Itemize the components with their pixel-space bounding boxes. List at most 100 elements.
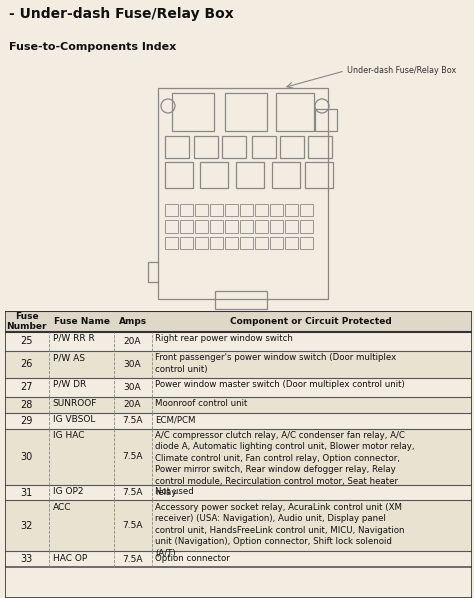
- Bar: [5, 551, 472, 568]
- Bar: [272, 162, 300, 188]
- Bar: [215, 291, 267, 309]
- Bar: [165, 162, 193, 188]
- Text: Fuse-to-Components Index: Fuse-to-Components Index: [9, 42, 177, 51]
- Bar: [225, 93, 267, 131]
- Bar: [5, 377, 472, 397]
- Bar: [210, 221, 223, 233]
- Text: IG HAC: IG HAC: [53, 431, 84, 440]
- Text: Fuse
Number: Fuse Number: [7, 312, 47, 331]
- Text: Accessory power socket relay, AcuraLink control unit (XM
receiver) (USA: Navigat: Accessory power socket relay, AcuraLink …: [155, 503, 405, 557]
- Bar: [5, 351, 472, 377]
- Bar: [195, 237, 208, 249]
- Text: Front passenger's power window switch (Door multiplex
control unit): Front passenger's power window switch (D…: [155, 353, 396, 374]
- Text: ACC: ACC: [53, 503, 71, 512]
- Bar: [315, 109, 337, 131]
- Bar: [252, 136, 276, 158]
- Text: Fuse Name: Fuse Name: [54, 317, 110, 326]
- Bar: [158, 88, 328, 299]
- Bar: [5, 332, 472, 351]
- Text: Moonroof control unit: Moonroof control unit: [155, 399, 247, 408]
- Bar: [225, 237, 238, 249]
- Bar: [222, 136, 246, 158]
- Text: Not used: Not used: [155, 487, 194, 496]
- Text: P/W DR: P/W DR: [53, 380, 86, 389]
- Bar: [5, 311, 472, 332]
- Text: 31: 31: [20, 487, 33, 498]
- Text: 30A: 30A: [123, 383, 141, 392]
- Text: 7.5A: 7.5A: [122, 488, 143, 497]
- Bar: [195, 221, 208, 233]
- Bar: [5, 501, 472, 551]
- Bar: [210, 205, 223, 216]
- Bar: [300, 205, 313, 216]
- Bar: [270, 205, 283, 216]
- Bar: [255, 221, 268, 233]
- Text: SUNROOF: SUNROOF: [53, 399, 97, 408]
- Bar: [180, 237, 193, 249]
- Bar: [285, 205, 298, 216]
- Bar: [300, 237, 313, 249]
- Bar: [305, 162, 333, 188]
- Text: Right rear power window switch: Right rear power window switch: [155, 334, 293, 343]
- Text: 26: 26: [20, 359, 33, 370]
- Bar: [240, 205, 253, 216]
- Bar: [180, 221, 193, 233]
- Text: P/W AS: P/W AS: [53, 353, 85, 362]
- Text: 30A: 30A: [123, 360, 141, 369]
- Bar: [165, 221, 178, 233]
- Bar: [225, 205, 238, 216]
- Text: 30: 30: [20, 451, 33, 462]
- Text: 7.5A: 7.5A: [122, 521, 143, 530]
- Text: 29: 29: [20, 416, 33, 426]
- Text: HAC OP: HAC OP: [53, 554, 87, 563]
- Bar: [285, 221, 298, 233]
- Text: 7.5A: 7.5A: [122, 452, 143, 461]
- Bar: [5, 413, 472, 429]
- Bar: [240, 237, 253, 249]
- Bar: [180, 205, 193, 216]
- Bar: [5, 484, 472, 501]
- Text: 32: 32: [20, 521, 33, 531]
- Text: A/C compressor clutch relay, A/C condenser fan relay, A/C
diode A, Automatic lig: A/C compressor clutch relay, A/C condens…: [155, 431, 415, 497]
- Text: P/W RR R: P/W RR R: [53, 334, 95, 343]
- Text: Option connector: Option connector: [155, 554, 230, 563]
- Bar: [165, 237, 178, 249]
- Text: IG VBSOL: IG VBSOL: [53, 415, 95, 424]
- Bar: [270, 237, 283, 249]
- Bar: [300, 221, 313, 233]
- Bar: [195, 205, 208, 216]
- Text: Component or Circuit Protected: Component or Circuit Protected: [230, 317, 392, 326]
- Text: 33: 33: [20, 554, 33, 565]
- Text: - Under-dash Fuse/Relay Box: - Under-dash Fuse/Relay Box: [9, 7, 234, 21]
- Bar: [308, 136, 332, 158]
- Text: Under-dash Fuse/Relay Box: Under-dash Fuse/Relay Box: [347, 66, 456, 75]
- Bar: [165, 205, 178, 216]
- Bar: [236, 162, 264, 188]
- Text: ECM/PCM: ECM/PCM: [155, 415, 196, 424]
- Text: 7.5A: 7.5A: [122, 416, 143, 425]
- Text: 20A: 20A: [123, 401, 141, 410]
- Text: Amps: Amps: [119, 317, 147, 326]
- Bar: [200, 162, 228, 188]
- Text: 27: 27: [20, 382, 33, 392]
- Bar: [285, 237, 298, 249]
- Text: 20A: 20A: [123, 337, 141, 346]
- Bar: [276, 93, 314, 131]
- Bar: [5, 429, 472, 484]
- Text: Power window master switch (Door multiplex control unit): Power window master switch (Door multipl…: [155, 380, 405, 389]
- Bar: [172, 93, 214, 131]
- Text: 25: 25: [20, 337, 33, 346]
- Bar: [225, 221, 238, 233]
- Bar: [255, 237, 268, 249]
- Bar: [5, 397, 472, 413]
- Bar: [280, 136, 304, 158]
- Bar: [210, 237, 223, 249]
- Bar: [194, 136, 218, 158]
- Bar: [240, 221, 253, 233]
- Text: IG OP2: IG OP2: [53, 487, 83, 496]
- Bar: [165, 136, 189, 158]
- Text: 7.5A: 7.5A: [122, 555, 143, 564]
- Bar: [255, 205, 268, 216]
- Text: 28: 28: [20, 400, 33, 410]
- Bar: [270, 221, 283, 233]
